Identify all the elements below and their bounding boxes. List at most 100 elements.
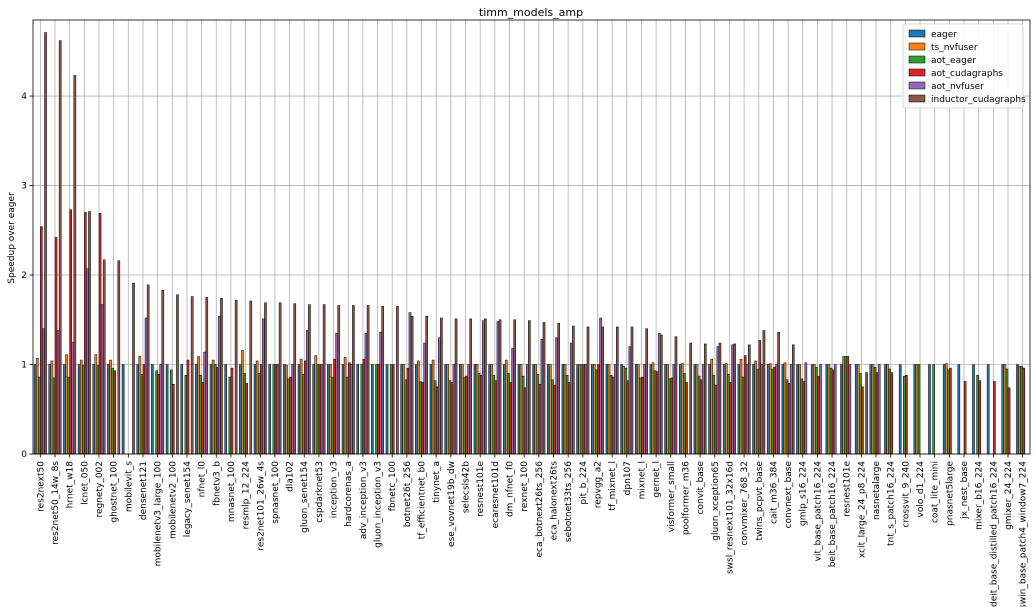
bar-aot_nvfuser [100,304,104,455]
bar-aot_cudagraphs [963,381,967,455]
x-tick-label: ese_vovnet19b_dw [447,461,457,547]
x-tick-label: hardcorenas_a [344,461,354,527]
bar-aot_cudagraphs [289,376,292,455]
x-tick-label: swsl_resnext101_32x16d [725,461,735,574]
x-tick-label: convit_base [696,461,706,515]
bar-aot_nvfuser [584,364,588,455]
x-tick-label: res2next50 [36,461,46,512]
x-tick-label: dla102 [286,461,296,492]
bar-eager [708,364,711,455]
bar-aot_cudagraphs [69,209,72,455]
bar-inductor_cudagraphs [557,323,560,455]
bar-aot_eager [903,375,906,455]
plot-frame [32,19,1031,455]
bar-eager [972,364,975,455]
x-tick-label: gmixer_24_224 [1004,461,1014,530]
bar-aot_cudagraphs [787,383,791,455]
x-tick-label: coat_lite_mini [931,461,941,523]
legend-swatch [908,29,926,38]
bar-eager [488,364,491,455]
x-tick-label: xcit_large_24_p8_224 [857,461,867,558]
x-tick-label: resmlp_12_224 [242,461,252,530]
bar-aot_cudagraphs [54,237,58,455]
bar-aot_cudagraphs [905,375,908,455]
bar-aot_nvfuser [335,332,338,455]
bar-eager [766,364,770,455]
bar-eager [605,364,609,455]
bar-aot_eager [243,373,246,455]
bar-inductor_cudagraphs [542,322,546,455]
bar-ts_nvfuser [241,349,244,455]
bar-eager [752,364,755,455]
bar-aot_cudagraphs [714,384,718,455]
x-tick-label: selecsls42b [462,461,472,514]
bar-eager [63,364,66,455]
bar-aot_nvfuser [379,332,382,455]
x-tick-label: eca_halonext26ts [549,461,559,541]
bar-ts_nvfuser [35,358,39,455]
legend-swatch [908,81,926,90]
bar-eager [312,364,316,455]
x-tick-label: lcnet_050 [80,461,90,505]
bar-eager [898,364,902,455]
bar-aot_nvfuser [569,342,573,455]
bar-ts_nvfuser [519,364,523,455]
bar-aot_cudagraphs [729,382,732,455]
bar-aot_eager [67,376,70,455]
legend-entry: aot_cudagraphs [931,69,1003,79]
bar-eager [473,364,477,455]
bar-eager [840,364,843,455]
bar-inductor_cudagraphs [132,282,135,455]
bar-inductor_cudagraphs [660,334,663,455]
bar-aot_eager [213,364,217,455]
x-tick-label: regnety_002 [95,461,105,518]
x-tick-label: gluon_senet154 [300,461,310,533]
bar-inductor_cudagraphs [718,342,722,455]
y-tick-label: 1 [21,361,27,371]
bar-eager [810,364,814,455]
bar-eager [415,364,418,455]
bar-aot_eager [727,374,730,455]
x-tick-label: gmlp_s16_224 [799,461,809,526]
bar-aot_eager [331,376,334,455]
bar-eager [693,364,697,455]
x-tick-label: eca_botnext26ts_256 [535,461,545,558]
bar-aot_nvfuser [789,364,793,455]
bar-aot_nvfuser [276,364,280,455]
bar-inductor_cudagraphs [146,284,150,455]
bar-aot_eager [301,374,305,455]
chart-title: timm_models_amp [479,6,583,19]
bar-ts_nvfuser [681,363,684,455]
bar-ts_nvfuser [475,364,479,455]
bar-aot_eager [624,367,628,455]
x-tick-label: convmixer_768_32 [740,461,750,546]
bar-aot_cudagraphs [831,369,835,455]
x-tick-label: tnt_s_patch16_224 [887,461,897,546]
x-tick-label: dpn107 [623,461,633,495]
bar-aot_eager [404,379,408,455]
bar-ts_nvfuser [505,359,508,455]
x-tick-label: nasnetalarge [872,461,882,520]
bar-inductor_cudagraphs [234,299,238,455]
bar-aot_eager [433,380,437,455]
bar-eager [532,364,535,455]
bar-inductor_cudagraphs [689,342,692,455]
x-tick-label: twins_pcpvt_base [755,461,765,541]
x-tick-label: volo_d1_224 [916,461,926,518]
bar-aot_cudagraphs [435,386,439,455]
bar-eager [854,364,858,455]
bar-aot_cudagraphs [186,359,190,455]
bar-eager [253,364,257,455]
bar-aot_eager [683,373,686,455]
bar-ts_nvfuser [637,364,640,455]
bar-aot_cudagraphs [391,364,395,455]
bar-aot_nvfuser [423,342,426,455]
bar-aot_eager [536,374,540,455]
bar-aot_nvfuser [643,364,646,455]
bar-aot_nvfuser [42,328,45,455]
y-axis: 0 1 2 3 4 [21,92,33,460]
bar-aot_cudagraphs [245,383,248,455]
bar-aot_nvfuser [86,268,89,455]
x-tick-label: cait_m36_384 [769,461,779,524]
